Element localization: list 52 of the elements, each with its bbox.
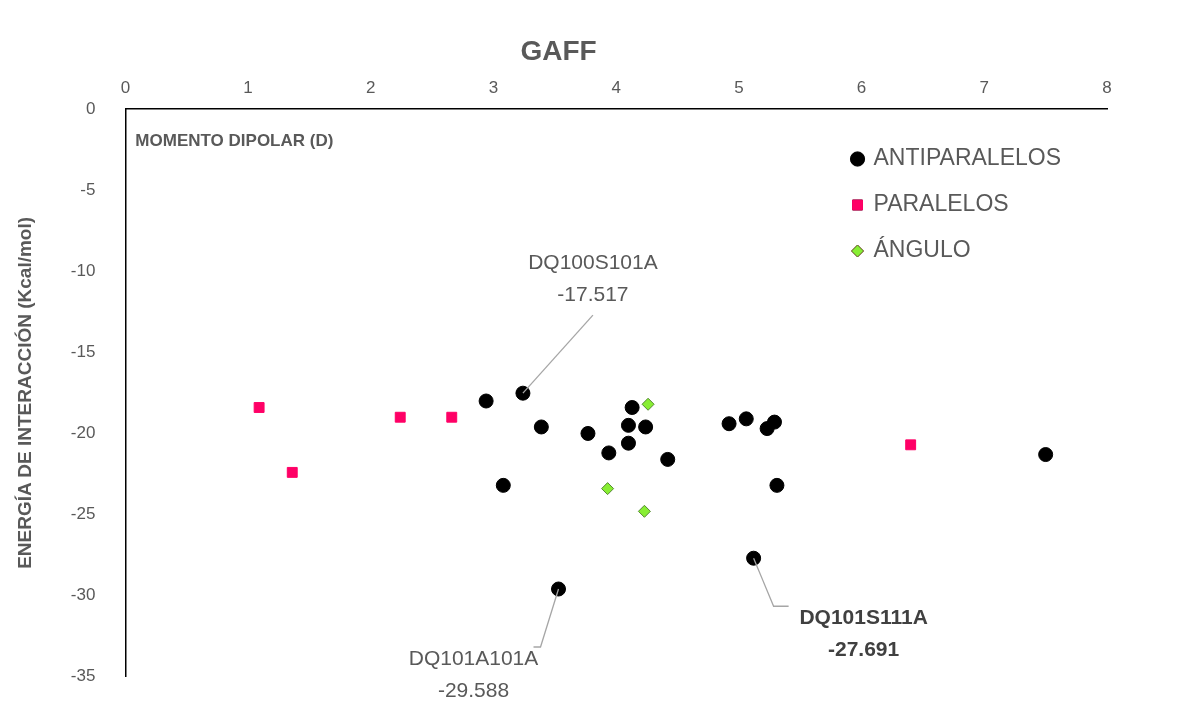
point bbox=[620, 435, 636, 451]
x-tick-label: 0 bbox=[120, 78, 131, 98]
point bbox=[533, 419, 549, 435]
legend-label: PARALELOS bbox=[873, 190, 1009, 217]
point bbox=[641, 397, 655, 411]
y-tick-label: -30 bbox=[70, 585, 96, 605]
y-tick-label: -25 bbox=[70, 504, 96, 524]
point bbox=[601, 445, 617, 461]
point bbox=[495, 477, 511, 493]
y-tick-label: -15 bbox=[70, 342, 96, 362]
point bbox=[624, 400, 640, 415]
x-tick-label: 4 bbox=[611, 78, 621, 98]
x-tick-label: 7 bbox=[979, 78, 990, 98]
x-tick-label: 2 bbox=[366, 78, 376, 98]
y-tick-label: -5 bbox=[80, 179, 96, 199]
point bbox=[580, 425, 596, 441]
annotation: DQ100S101A -17.517 bbox=[528, 249, 658, 305]
point bbox=[253, 402, 265, 413]
point bbox=[638, 419, 654, 435]
point bbox=[394, 411, 406, 423]
point bbox=[601, 482, 615, 496]
point bbox=[286, 466, 298, 478]
y-axis-title: ENERGÍA DE INTERACCIÓN (Kcal/mol) bbox=[13, 216, 35, 569]
point bbox=[446, 411, 458, 423]
legend-label: ÁNGULO bbox=[873, 236, 971, 263]
y-tick-label: 0 bbox=[85, 98, 96, 118]
point bbox=[620, 417, 636, 433]
x-tick-label: 8 bbox=[1102, 78, 1112, 98]
point bbox=[766, 414, 782, 430]
annotation: DQ101A101A -29.588 bbox=[408, 645, 539, 701]
point bbox=[515, 385, 531, 401]
point bbox=[637, 504, 651, 518]
x-axis-title: MOMENTO DIPOLAR (D) bbox=[135, 130, 334, 150]
point bbox=[769, 477, 785, 493]
x-tick-label: 5 bbox=[734, 78, 744, 98]
annotation: DQ101S111A -27.691 bbox=[799, 605, 928, 661]
x-tick-label: 1 bbox=[243, 78, 253, 98]
point bbox=[905, 439, 917, 451]
point bbox=[721, 416, 737, 432]
x-tick-label: 6 bbox=[856, 78, 867, 98]
point bbox=[551, 581, 567, 597]
y-tick-label: -20 bbox=[70, 423, 96, 443]
point bbox=[1038, 447, 1054, 463]
legend-label: ANTIPARALELOS bbox=[873, 144, 1062, 171]
y-tick-label: -35 bbox=[70, 666, 96, 686]
point bbox=[746, 550, 762, 566]
point bbox=[478, 393, 494, 409]
point bbox=[660, 451, 676, 467]
y-tick-label: -10 bbox=[70, 260, 96, 280]
chart-title: GAFF bbox=[520, 34, 597, 66]
x-tick-label: 3 bbox=[488, 78, 499, 98]
point bbox=[738, 411, 754, 427]
